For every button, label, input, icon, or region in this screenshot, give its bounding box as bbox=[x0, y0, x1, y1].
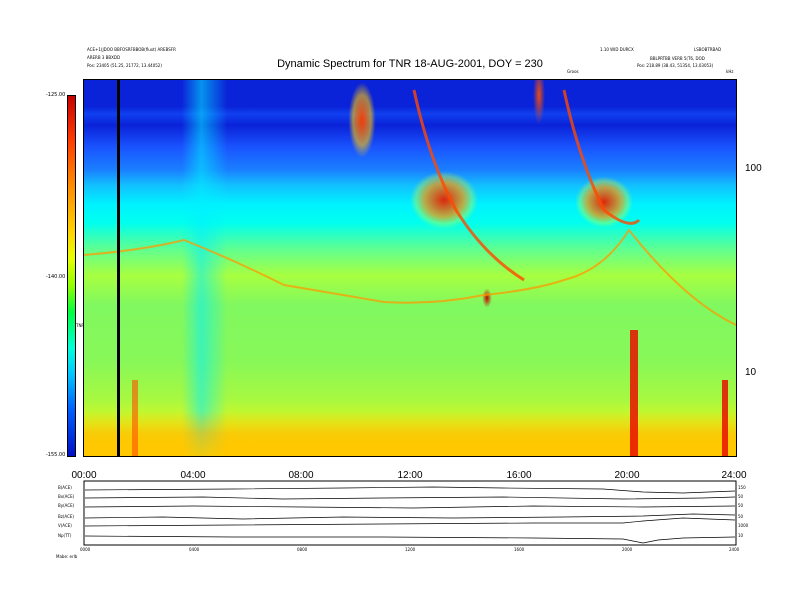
corner-unit-label: kHz bbox=[726, 69, 734, 74]
x-tick-label: 24:00 bbox=[721, 470, 747, 481]
b-ace-trace bbox=[84, 486, 736, 494]
bx-ace-trace bbox=[84, 496, 736, 500]
header-info-left-2: ARERB 3 BBXDD bbox=[87, 55, 121, 60]
header-info-right-4: Pos: 218.89 (38.43, 51354, 13.03053) bbox=[637, 63, 714, 68]
spectrogram-plot bbox=[84, 80, 736, 456]
lower-row-label: Bx(ACE) bbox=[58, 494, 75, 499]
colorbar-label: TNR bbox=[76, 323, 85, 328]
x-tick-label: 08:00 bbox=[288, 470, 314, 481]
header-info-left-1: ACE+1(JDOO BBFOSRFBBOB(fluxt) AREBSFR bbox=[87, 47, 176, 52]
lower-x-tick-label: 2000 bbox=[622, 547, 633, 552]
footer-label: Mabe: erlb bbox=[56, 554, 78, 559]
header-info-right-3: BBLPRTBB VERB 5(T6, DOD bbox=[650, 56, 705, 61]
np-trace bbox=[84, 535, 736, 544]
spike-2030 bbox=[630, 330, 638, 456]
time-marker-line bbox=[116, 80, 120, 456]
lower-row-right-label: 50 bbox=[738, 514, 744, 519]
lower-timeseries-panel bbox=[83, 480, 737, 546]
lower-row-right-label: 10 bbox=[738, 533, 744, 538]
lower-x-tick-label: 0000 bbox=[80, 547, 91, 552]
by-ace-trace bbox=[84, 505, 736, 509]
colorbar-tick-label: -140.00 bbox=[46, 274, 66, 280]
lower-row-label: By(ACE) bbox=[58, 503, 75, 508]
lower-row-label: V(ACE) bbox=[58, 523, 72, 528]
spike-2400 bbox=[722, 380, 728, 456]
lower-x-tick-label: 0800 bbox=[297, 547, 308, 552]
lower-row-right-label: 50 bbox=[738, 494, 744, 499]
lower-x-tick-label: 1600 bbox=[514, 547, 525, 552]
plot-frame bbox=[83, 79, 737, 457]
y-tick-label: 10 bbox=[745, 367, 757, 378]
x-tick-label: 12:00 bbox=[397, 470, 423, 481]
plasma-line bbox=[84, 228, 736, 326]
lower-x-tick-label: 2400 bbox=[729, 547, 740, 552]
header-info-right-1: 1.10 WID DURCX bbox=[600, 47, 634, 52]
lower-x-tick-label: 0400 bbox=[189, 547, 200, 552]
spike-0150 bbox=[132, 380, 138, 456]
lower-row-label: Np(TT) bbox=[58, 533, 72, 538]
lower-row-label: Bz(ACE) bbox=[58, 514, 74, 519]
x-tick-label: 00:00 bbox=[71, 470, 97, 481]
header-info-left-3: Pos: 23405 (51.25, 21772, 13.44052) bbox=[87, 63, 162, 68]
lower-row-right-label: 150 bbox=[738, 485, 746, 490]
v-ace-trace bbox=[84, 517, 736, 527]
colorbar-tick-label: -125.00 bbox=[46, 92, 66, 98]
colorbar-tick-label: -155.00 bbox=[46, 452, 66, 458]
lower-row-right-label: 50 bbox=[738, 503, 744, 508]
spectrogram-features bbox=[84, 89, 736, 456]
colorbar bbox=[67, 95, 76, 457]
header-info-right-2: LSBOBTRBAD bbox=[694, 47, 722, 52]
center-small-label: Groos bbox=[567, 69, 579, 74]
y-tick-label: 100 bbox=[745, 163, 762, 174]
lower-row-right-label: 1000 bbox=[738, 523, 749, 528]
lower-row-label: B(ACE) bbox=[58, 485, 72, 490]
lower-x-tick-label: 1200 bbox=[405, 547, 416, 552]
bz-ace-trace bbox=[84, 513, 736, 520]
x-tick-label: 04:00 bbox=[180, 470, 206, 481]
type-ii-burst-left bbox=[412, 89, 525, 282]
x-tick-label: 16:00 bbox=[506, 470, 532, 481]
x-tick-label: 20:00 bbox=[614, 470, 640, 481]
type-ii-burst-right bbox=[562, 89, 641, 225]
chart-title: Dynamic Spectrum for TNR 18-AUG-2001, DO… bbox=[277, 58, 543, 70]
